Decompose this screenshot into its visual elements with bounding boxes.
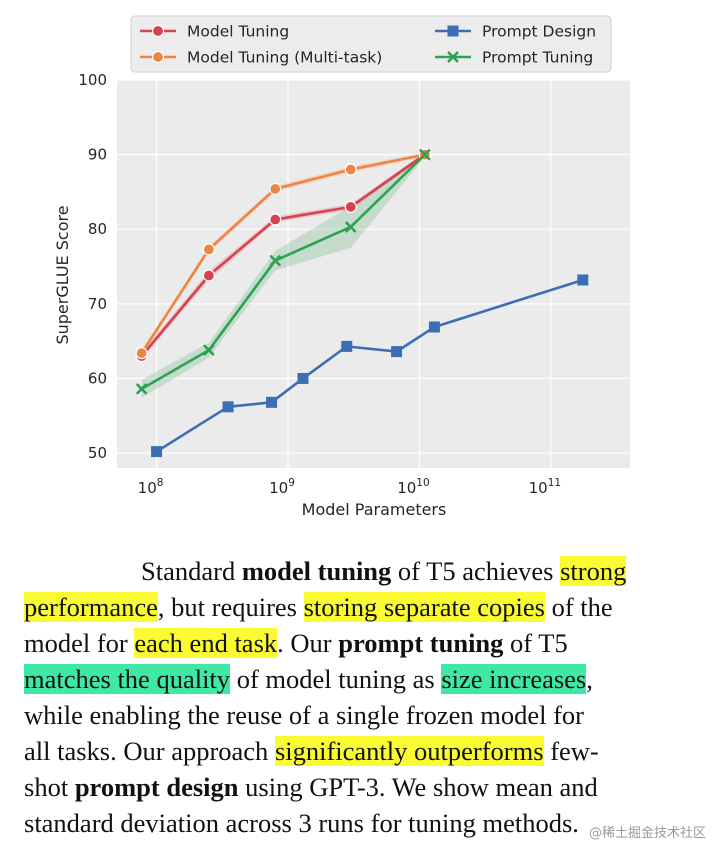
prompt_tuning-marker (269, 255, 281, 267)
bold-term: prompt tuning (338, 628, 504, 658)
prompt_tuning-marker (203, 344, 215, 356)
y-tick-label: 90 (88, 146, 107, 164)
caption-line: while enabling the reuse of a single fro… (24, 697, 686, 733)
caption-text: of T5 (503, 628, 568, 658)
caption-text: Standard (141, 556, 242, 586)
highlighted-phrase: matches the quality (24, 664, 231, 694)
prompt_tuning-marker (345, 221, 357, 233)
caption-text: while enabling the reuse of a single fro… (24, 700, 584, 730)
prompt_design-marker (428, 321, 440, 333)
bold-term: prompt design (74, 772, 239, 802)
x-tick-base: 10 (397, 479, 416, 497)
y-tick-label: 100 (78, 71, 107, 89)
x-tick-labels: 108 109 1010 1011 (138, 477, 561, 497)
highlighted-phrase: significantly outperforms (274, 736, 544, 766)
caption-text: of model tuning as (230, 664, 442, 694)
legend-label: Prompt Tuning (482, 49, 593, 67)
x-tick-exponent: 10 (416, 477, 429, 489)
x-tick-base: 10 (529, 479, 548, 497)
model_tuning-marker (202, 269, 215, 282)
x-tick-label: 109 (269, 477, 295, 497)
x-tick-label: 1010 (397, 477, 429, 497)
caption-text: . Our (277, 628, 339, 658)
caption-text: , but requires (157, 592, 304, 622)
prompt_design-marker (341, 340, 353, 352)
legend-box (130, 15, 612, 73)
caption-line: all tasks. Our approach significantly ou… (24, 733, 686, 769)
prompt_design-marker (577, 274, 589, 286)
figure-caption: Standard model tuning of T5 achieves str… (24, 553, 686, 841)
y-tick-label: 50 (88, 444, 107, 462)
model_tuning-marker (344, 200, 357, 213)
highlighted-phrase: storing separate copies (303, 592, 545, 622)
model_tuning_multitask-marker (202, 243, 215, 256)
legend: Model Tuning Model Tuning (Multi-task) Pro… (130, 15, 612, 73)
prompt_tuning-error-band (141, 152, 425, 398)
series-markers (135, 148, 589, 458)
legend-swatch-marker (447, 51, 459, 63)
caption-text: few- (543, 736, 599, 766)
caption-line: Standard model tuning of T5 achieves str… (24, 553, 686, 589)
x-tick-base: 10 (138, 479, 157, 497)
model_tuning_multitask-marker (269, 182, 282, 196)
x-tick-exponent: 11 (548, 477, 561, 489)
model_tuning-marker (269, 213, 282, 226)
highlighted-phrase: strong (560, 556, 627, 586)
x-axis-label: Model Parameters (302, 500, 447, 519)
caption-text: shot (24, 772, 75, 802)
prompt_tuning-marker (136, 383, 148, 395)
legend-label: Model Tuning (Multi-task) (187, 49, 382, 67)
x-tick-label: 1011 (529, 477, 561, 497)
y-tick-labels: 50 60 70 80 90 100 (78, 71, 107, 462)
plot-area (117, 80, 630, 468)
legend-label: Model Tuning (187, 23, 289, 41)
series-lines (140, 153, 584, 453)
caption-line: standard deviation across 3 runs for tun… (24, 805, 686, 841)
highlighted-phrase: size increases (441, 664, 587, 694)
caption-line: matches the quality of model tuning as s… (24, 661, 686, 697)
x-tick-label: 108 (138, 477, 164, 497)
caption-text: , (586, 664, 593, 694)
x-tick-exponent: 9 (288, 477, 295, 489)
caption-text: all tasks. Our approach (24, 736, 275, 766)
x-tick-exponent: 8 (157, 477, 164, 489)
prompt_design-marker (222, 401, 234, 413)
grid-lines (117, 79, 630, 468)
prompt_design-marker (266, 396, 278, 408)
y-tick-label: 80 (88, 220, 107, 238)
caption-text: of T5 achieves (391, 556, 561, 586)
legend-swatch-marker (151, 24, 165, 38)
x-tick-base: 10 (269, 479, 288, 497)
highlighted-phrase: each end task (134, 628, 278, 658)
prompt_design-marker (391, 346, 403, 358)
y-tick-label: 60 (88, 369, 107, 387)
model_tuning_multitask-marker (344, 163, 357, 176)
caption-text: of the (544, 592, 613, 622)
prompt_tuning-marker (419, 149, 431, 161)
bold-term: model tuning (241, 556, 392, 586)
prompt_design-marker (151, 446, 163, 458)
watermark: @稀土掘金技术社区 (588, 826, 706, 841)
caption-text: standard deviation across 3 runs for tun… (24, 808, 579, 838)
caption-text: model for (24, 628, 135, 658)
caption-text: using GPT-3. We show mean and (238, 772, 598, 802)
legend-label: Prompt Design (482, 23, 596, 41)
model_tuning_multitask-marker (135, 346, 148, 360)
prompt_design-marker (297, 372, 309, 384)
legend-swatch-marker (447, 25, 459, 37)
prompt_design-line (155, 278, 584, 453)
caption-line: shot prompt design using GPT-3. We show … (24, 769, 686, 805)
caption-line: performance, but requires storing separa… (24, 589, 686, 625)
highlighted-phrase: performance (24, 592, 158, 622)
y-axis-label: SuperGLUE Score (53, 205, 72, 344)
legend-swatch-marker (151, 50, 165, 64)
caption-line: model for each end task. Our prompt tuni… (24, 625, 686, 661)
y-tick-label: 70 (88, 295, 107, 313)
